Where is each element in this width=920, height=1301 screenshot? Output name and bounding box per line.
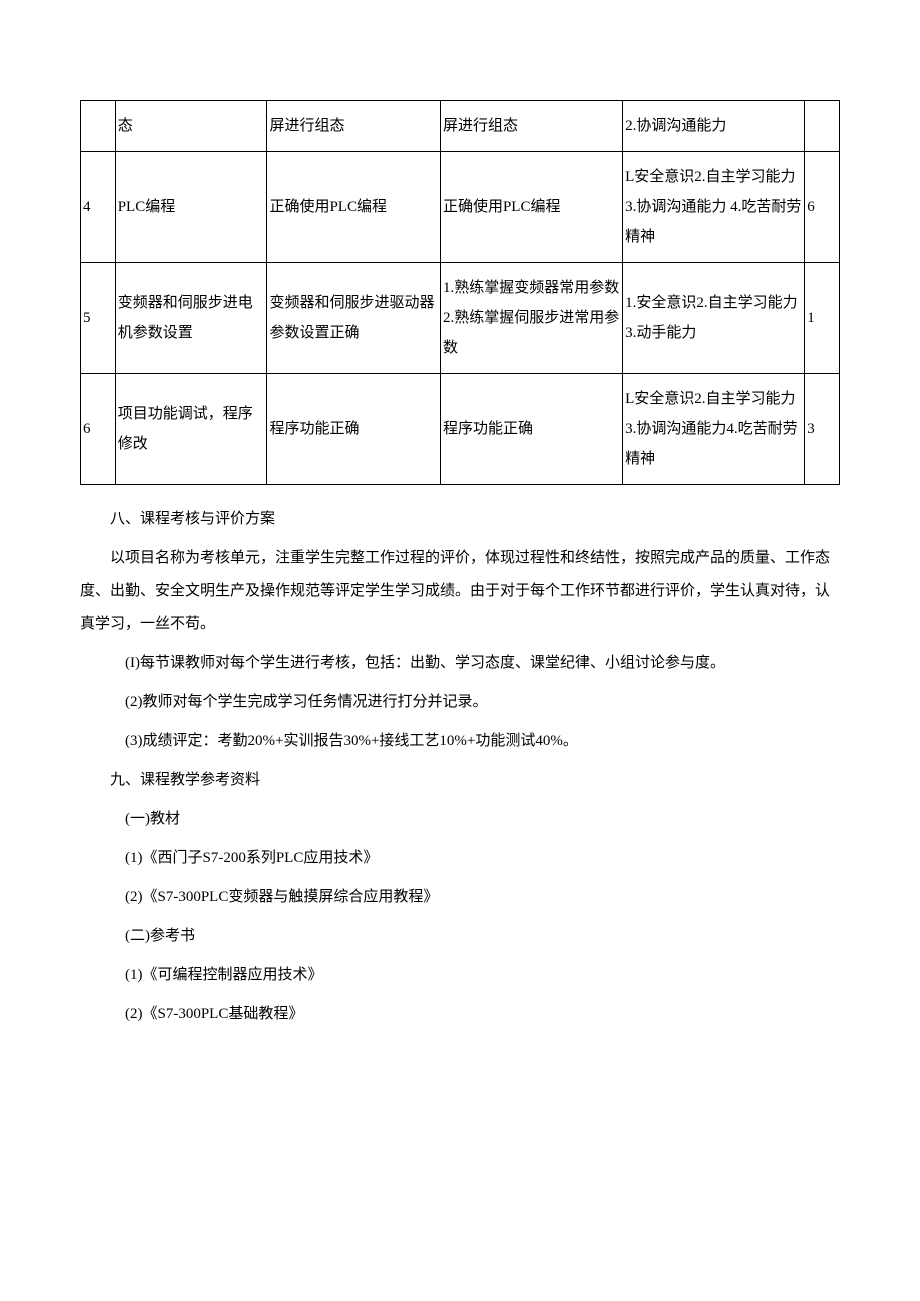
section9-title: 九、课程教学参考资料 (80, 764, 840, 797)
section8-item: (3)成绩评定：考勤20%+实训报告30%+接线工艺10%+功能测试40%。 (80, 725, 840, 758)
cell-d: L安全意识2.自主学习能力 3.协调沟通能力 4.吃苦耐劳精神 (623, 152, 805, 263)
cell-a: 态 (115, 101, 267, 152)
cell-d: 2.协调沟通能力 (623, 101, 805, 152)
cell-idx: 6 (81, 374, 116, 485)
section9-group-label: (一)教材 (80, 803, 840, 836)
table-row: 6 项目功能调试，程序修改 程序功能正确 程序功能正确 L安全意识2.自主学习能… (81, 374, 840, 485)
section9-group-item: (1)《西门子S7-200系列PLC应用技术》 (80, 842, 840, 875)
cell-d: 1.安全意识2.自主学习能力3.动手能力 (623, 263, 805, 374)
cell-c: 屏进行组态 (440, 101, 622, 152)
cell-e (805, 101, 840, 152)
section8-item: (2)教师对每个学生完成学习任务情况进行打分并记录。 (80, 686, 840, 719)
section8-title: 八、课程考核与评价方案 (80, 503, 840, 536)
cell-c: 1.熟练掌握变频器常用参数2.熟练掌握伺服步进常用参数 (440, 263, 622, 374)
cell-idx: 5 (81, 263, 116, 374)
cell-e: 3 (805, 374, 840, 485)
section9-group-item: (2)《S7-300PLC变频器与触摸屏综合应用教程》 (80, 881, 840, 914)
cell-idx (81, 101, 116, 152)
course-table: 态 屏进行组态 屏进行组态 2.协调沟通能力 4 PLC编程 正确使用PLC编程… (80, 100, 840, 485)
cell-b: 正确使用PLC编程 (267, 152, 440, 263)
table-body: 态 屏进行组态 屏进行组态 2.协调沟通能力 4 PLC编程 正确使用PLC编程… (81, 101, 840, 485)
section9-group-item: (2)《S7-300PLC基础教程》 (80, 998, 840, 1031)
cell-c: 正确使用PLC编程 (440, 152, 622, 263)
section9-group-item: (1)《可编程控制器应用技术》 (80, 959, 840, 992)
cell-a: PLC编程 (115, 152, 267, 263)
cell-e: 1 (805, 263, 840, 374)
table-row: 5 变频器和伺服步进电机参数设置 变频器和伺服步进驱动器参数设置正确 1.熟练掌… (81, 263, 840, 374)
cell-a: 变频器和伺服步进电机参数设置 (115, 263, 267, 374)
section8-p1: 以项目名称为考核单元，注重学生完整工作过程的评价，体现过程性和终结性，按照完成产… (80, 542, 840, 641)
cell-e: 6 (805, 152, 840, 263)
section8-item: (I)每节课教师对每个学生进行考核，包括：出勤、学习态度、课堂纪律、小组讨论参与… (80, 647, 840, 680)
cell-b: 变频器和伺服步进驱动器参数设置正确 (267, 263, 440, 374)
cell-idx: 4 (81, 152, 116, 263)
cell-a: 项目功能调试，程序修改 (115, 374, 267, 485)
table-row: 4 PLC编程 正确使用PLC编程 正确使用PLC编程 L安全意识2.自主学习能… (81, 152, 840, 263)
table-row: 态 屏进行组态 屏进行组态 2.协调沟通能力 (81, 101, 840, 152)
cell-c: 程序功能正确 (440, 374, 622, 485)
cell-b: 屏进行组态 (267, 101, 440, 152)
cell-d: L安全意识2.自主学习能力3.协调沟通能力4.吃苦耐劳精神 (623, 374, 805, 485)
section9-group-label: (二)参考书 (80, 920, 840, 953)
cell-b: 程序功能正确 (267, 374, 440, 485)
